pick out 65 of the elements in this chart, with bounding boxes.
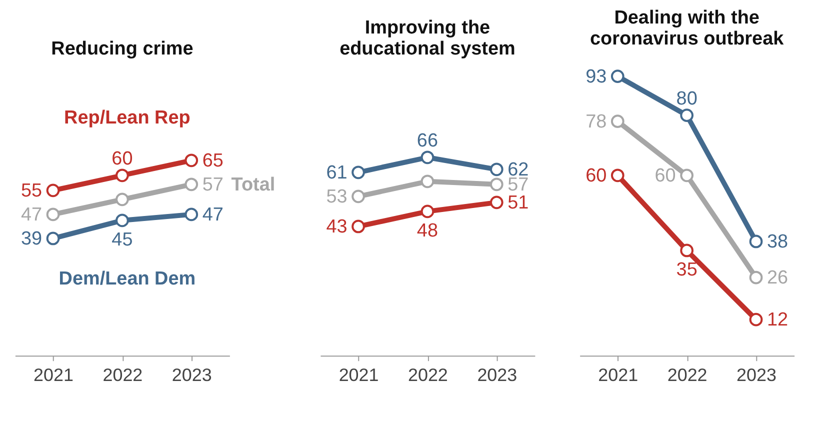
x-tick-label: 2021 [338, 365, 379, 386]
x-tick-label: 2021 [598, 365, 638, 386]
point [184, 208, 198, 222]
data-label: 39 [20, 228, 42, 250]
data-label: 61 [326, 162, 348, 184]
data-label: 51 [508, 192, 529, 214]
series-label: Rep/Lean Rep [64, 108, 190, 129]
point [46, 208, 60, 222]
x-tick-label: 2022 [667, 365, 708, 386]
data-label: 80 [676, 88, 698, 110]
data-label: 60 [654, 165, 676, 186]
point [490, 196, 504, 210]
data-label: 35 [676, 259, 698, 280]
point [420, 174, 434, 188]
x-tick-label: 2023 [172, 365, 212, 386]
point [680, 244, 694, 258]
point [420, 204, 434, 218]
data-label: 60 [586, 165, 607, 186]
chart-title: Reducing crime [51, 38, 194, 60]
point [46, 232, 60, 246]
point [420, 150, 434, 164]
data-label: 78 [586, 111, 607, 132]
data-label: 60 [112, 148, 133, 170]
point [116, 214, 129, 228]
data-label: 45 [112, 229, 133, 250]
point [46, 184, 60, 198]
data-label: 12 [766, 310, 788, 331]
data-label: 93 [586, 66, 607, 88]
point [352, 166, 365, 180]
x-tick-label: 2022 [408, 365, 448, 386]
x-tick-label: 2022 [102, 365, 143, 386]
point [116, 168, 129, 182]
x-tick-label: 2023 [736, 365, 776, 386]
data-label: 55 [20, 180, 42, 202]
point [680, 168, 694, 182]
data-label: 47 [202, 204, 224, 226]
data-label: 57 [202, 174, 224, 196]
point [680, 108, 694, 122]
data-label: 43 [326, 216, 348, 238]
point [749, 312, 763, 326]
point [749, 270, 763, 284]
data-label: 65 [202, 150, 224, 172]
point [184, 154, 198, 168]
data-label: 38 [766, 231, 788, 252]
point [610, 70, 624, 83]
point [352, 190, 365, 204]
chart-title: Dealing with the coronavirus outbreak [590, 8, 784, 50]
x-tick-label: 2021 [34, 365, 74, 386]
data-label: 47 [20, 204, 42, 226]
data-label: 66 [416, 130, 438, 152]
point [116, 192, 129, 206]
series-label: Dem/Lean Dem [58, 268, 196, 290]
series-label: Total [231, 174, 276, 196]
point [352, 220, 365, 234]
point [610, 168, 624, 182]
chart-title: Improving the educational system [340, 17, 516, 60]
x-tick-label: 2023 [477, 365, 518, 386]
data-label: 53 [326, 186, 348, 208]
point [610, 114, 624, 128]
data-label: 26 [766, 268, 788, 289]
point [490, 162, 504, 176]
point [490, 178, 504, 192]
point [749, 234, 763, 248]
point [184, 178, 198, 192]
data-label: 48 [416, 220, 438, 242]
